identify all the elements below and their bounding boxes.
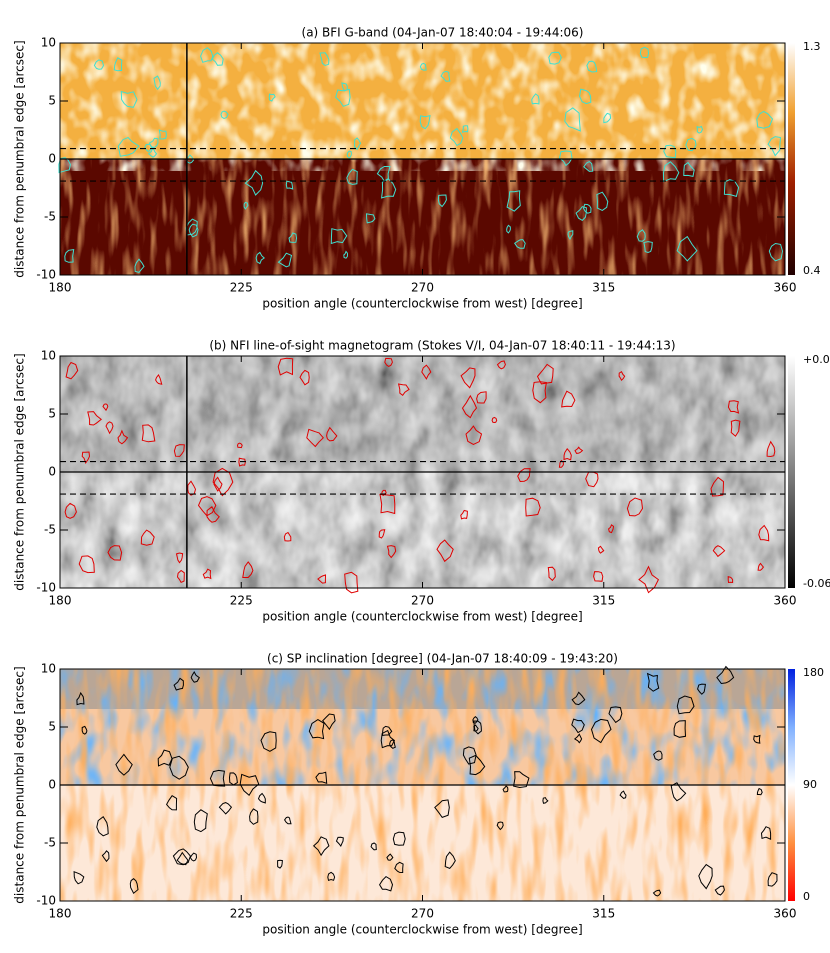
y-tick-label: 10 xyxy=(41,36,56,50)
x-axis-label: position angle (counterclockwise from we… xyxy=(262,610,582,624)
panel-title: (a) BFI G-band (04-Jan-07 18:40:04 - 19:… xyxy=(302,26,584,40)
y-tick-label: 5 xyxy=(48,94,56,108)
x-tick-label: 180 xyxy=(49,907,72,921)
y-tick-label: -5 xyxy=(44,210,56,224)
colorbar-label: 90 xyxy=(803,778,817,791)
x-tick-label: 360 xyxy=(774,907,797,921)
colorbar-label: 0.4 xyxy=(803,264,821,277)
y-tick-label: 0 xyxy=(48,152,56,166)
y-tick-label: 5 xyxy=(48,407,56,421)
x-tick-label: 360 xyxy=(774,281,797,295)
x-tick-label: 180 xyxy=(49,281,72,295)
x-tick-label: 270 xyxy=(411,281,434,295)
image-texture xyxy=(60,159,785,275)
panel: (a) BFI G-band (04-Jan-07 18:40:04 - 19:… xyxy=(13,26,821,311)
x-axis-label: position angle (counterclockwise from we… xyxy=(262,923,582,937)
colorbar-label: 180 xyxy=(803,666,824,679)
colorbar xyxy=(788,669,795,901)
colorbar-label: 0 xyxy=(803,890,810,903)
y-tick-label: -5 xyxy=(44,523,56,537)
x-tick-label: 315 xyxy=(592,281,615,295)
panel: (c) SP inclination [degree] (04-Jan-07 1… xyxy=(13,652,825,937)
y-tick-label: 10 xyxy=(41,662,56,676)
colorbar-label: +0.06 xyxy=(803,353,830,366)
x-tick-label: 270 xyxy=(411,907,434,921)
y-axis-label: distance from penumbral edge [arcsec] xyxy=(13,353,27,590)
x-tick-label: 360 xyxy=(774,594,797,608)
y-tick-label: 0 xyxy=(48,465,56,479)
x-tick-label: 225 xyxy=(230,907,253,921)
panel: (b) NFI line-of-sight magnetogram (Stoke… xyxy=(13,339,830,624)
panel-title: (b) NFI line-of-sight magnetogram (Stoke… xyxy=(209,339,675,353)
x-tick-label: 315 xyxy=(592,907,615,921)
x-tick-label: 225 xyxy=(230,594,253,608)
colorbar xyxy=(788,43,795,275)
colorbar-label: -0.06 xyxy=(803,577,830,590)
y-axis-label: distance from penumbral edge [arcsec] xyxy=(13,666,27,903)
y-tick-label: -10 xyxy=(36,581,56,595)
y-tick-label: 5 xyxy=(48,720,56,734)
panel-title: (c) SP inclination [degree] (04-Jan-07 1… xyxy=(267,652,618,666)
x-tick-label: 315 xyxy=(592,594,615,608)
y-tick-label: 0 xyxy=(48,778,56,792)
x-tick-label: 180 xyxy=(49,594,72,608)
y-tick-label: 10 xyxy=(41,349,56,363)
y-tick-label: -10 xyxy=(36,894,56,908)
y-tick-label: -5 xyxy=(44,836,56,850)
colorbar-label: 1.3 xyxy=(803,40,821,53)
x-axis-label: position angle (counterclockwise from we… xyxy=(262,297,582,311)
colorbar xyxy=(788,356,795,588)
y-axis-label: distance from penumbral edge [arcsec] xyxy=(13,40,27,277)
y-tick-label: -10 xyxy=(36,268,56,282)
x-tick-label: 270 xyxy=(411,594,434,608)
x-tick-label: 225 xyxy=(230,281,253,295)
